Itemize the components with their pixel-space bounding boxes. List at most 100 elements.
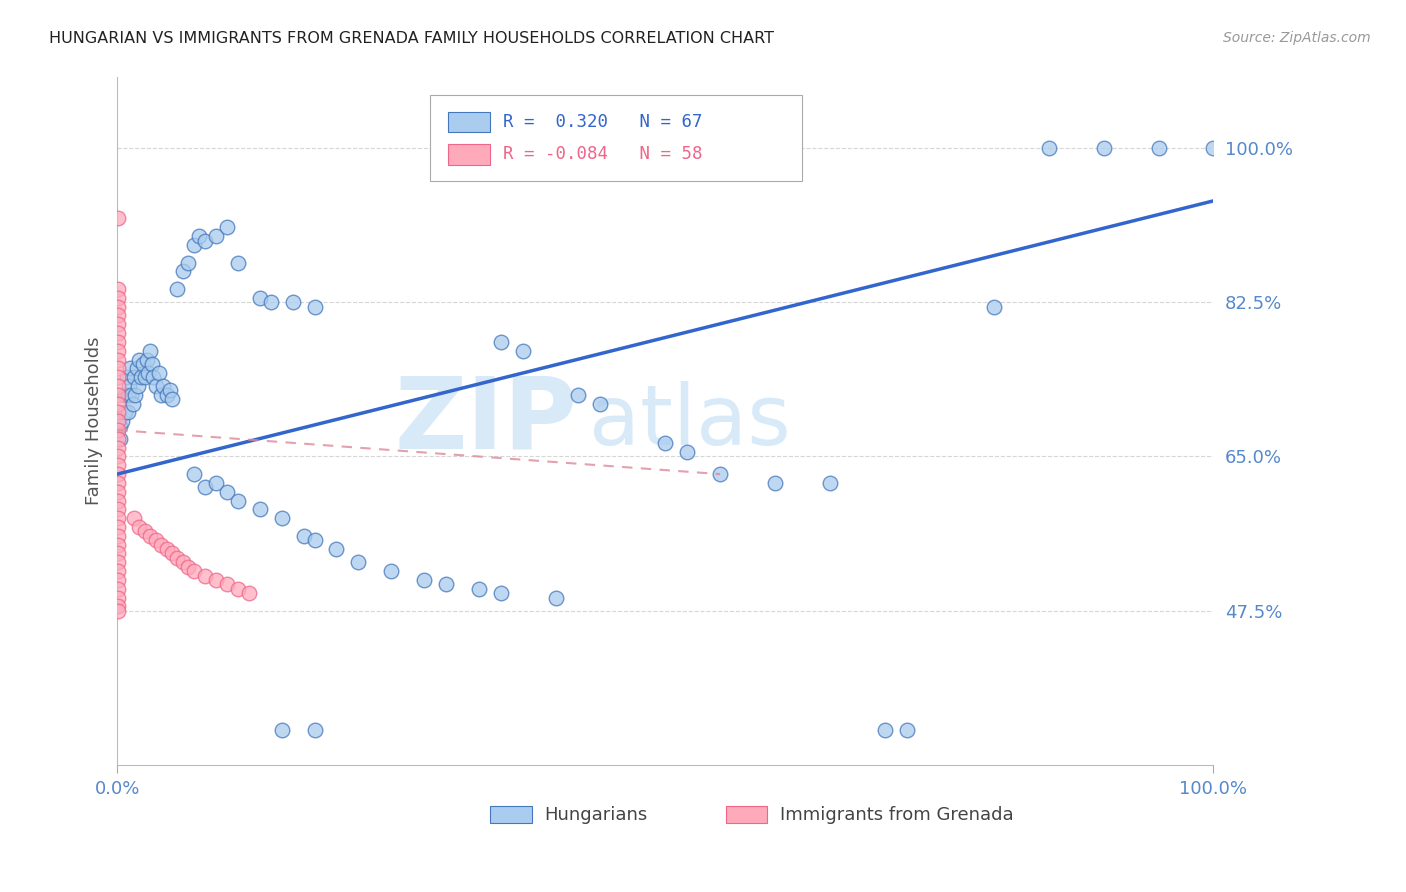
Point [226, 255, 249, 269]
Point [107, 493, 129, 508]
Point [128, 520, 150, 534]
Point [107, 309, 129, 323]
Point [260, 295, 283, 310]
Text: Hungarians: Hungarians [544, 805, 648, 823]
Point [107, 211, 129, 226]
Point [304, 723, 326, 737]
Point [107, 334, 129, 349]
Point [226, 493, 249, 508]
Point [115, 370, 138, 384]
Point [145, 533, 167, 548]
Point [413, 573, 436, 587]
Point [160, 392, 183, 407]
Point [107, 582, 129, 596]
Point [118, 379, 141, 393]
Point [873, 723, 896, 737]
Point [117, 405, 139, 419]
Point [205, 573, 228, 587]
Point [120, 361, 142, 376]
Point [148, 366, 170, 380]
Point [194, 480, 217, 494]
Point [107, 291, 129, 305]
Point [249, 502, 271, 516]
Point [107, 484, 129, 499]
Point [107, 467, 129, 482]
Text: ZIP: ZIP [395, 373, 578, 470]
Point [194, 568, 217, 582]
Point [166, 282, 188, 296]
Point [110, 418, 132, 433]
Point [194, 234, 217, 248]
Point [304, 533, 326, 548]
Point [270, 511, 292, 525]
Point [107, 352, 129, 367]
Point [249, 291, 271, 305]
Point [588, 396, 610, 410]
Point [489, 586, 512, 600]
Point [125, 361, 148, 376]
Text: R = -0.084   N = 58: R = -0.084 N = 58 [503, 145, 703, 163]
Point [107, 423, 129, 437]
Bar [449, 145, 489, 165]
Point [150, 538, 173, 552]
Point [347, 555, 370, 569]
Point [226, 582, 249, 596]
Point [107, 396, 129, 410]
Point [177, 255, 200, 269]
Point [127, 379, 149, 393]
Point [183, 564, 205, 578]
Point [107, 458, 129, 473]
Point [281, 295, 304, 310]
Point [134, 370, 156, 384]
Point [983, 300, 1005, 314]
Point [107, 282, 129, 296]
Point [110, 432, 132, 446]
Point [567, 388, 589, 402]
Point [124, 388, 146, 402]
Point [107, 432, 129, 446]
Point [188, 229, 211, 244]
Point [166, 550, 188, 565]
Point [107, 326, 129, 340]
Point [136, 366, 159, 380]
Point [107, 414, 129, 428]
Point [489, 334, 512, 349]
Point [270, 723, 292, 737]
Point [107, 555, 129, 569]
FancyBboxPatch shape [430, 95, 803, 180]
Point [107, 300, 129, 314]
Point [107, 343, 129, 358]
Point [380, 564, 402, 578]
Point [107, 604, 129, 618]
Bar [725, 806, 768, 823]
Point [107, 450, 129, 464]
Point [107, 441, 129, 455]
Point [155, 388, 177, 402]
Point [107, 379, 129, 393]
Point [107, 370, 129, 384]
Point [468, 582, 491, 596]
Point [763, 475, 786, 490]
Point [172, 264, 194, 278]
Point [122, 511, 145, 525]
Point [1092, 141, 1115, 155]
Point [131, 370, 153, 384]
Point [110, 414, 132, 428]
Point [135, 352, 157, 367]
Bar [449, 112, 489, 132]
Point [434, 577, 457, 591]
Point [107, 573, 129, 587]
Point [818, 475, 841, 490]
Point [117, 388, 139, 402]
Point [160, 546, 183, 560]
Point [654, 436, 676, 450]
Point [238, 586, 260, 600]
Point [292, 529, 315, 543]
Point [107, 361, 129, 376]
Point [107, 529, 129, 543]
Point [145, 379, 167, 393]
Point [107, 511, 129, 525]
Point [544, 591, 567, 605]
Point [121, 396, 143, 410]
Text: HUNGARIAN VS IMMIGRANTS FROM GRENADA FAMILY HOUSEHOLDS CORRELATION CHART: HUNGARIAN VS IMMIGRANTS FROM GRENADA FAM… [49, 31, 775, 46]
